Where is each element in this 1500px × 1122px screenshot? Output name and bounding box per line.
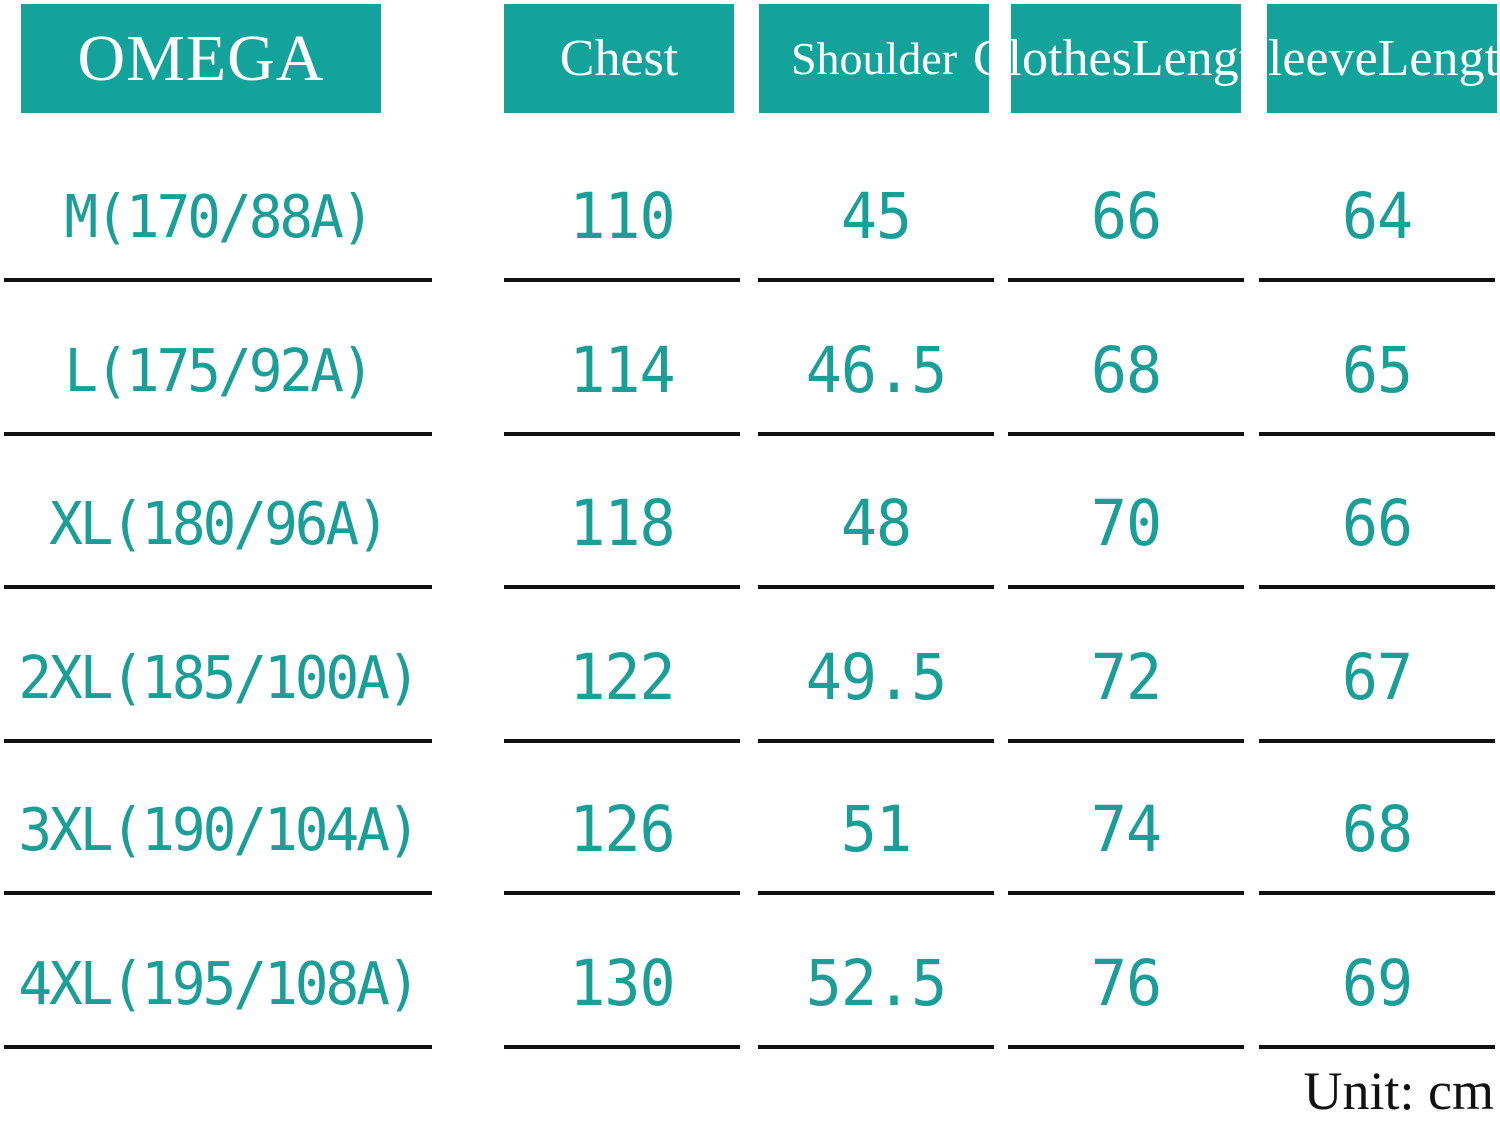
sleeve-length-cell: 67 xyxy=(1341,641,1413,715)
clothes-length-cell: 76 xyxy=(1090,947,1162,1021)
clothes-length-cell: 74 xyxy=(1090,793,1162,867)
row-divider xyxy=(504,278,740,282)
row-divider xyxy=(1259,739,1495,743)
size-cell: 3XL(190/104A) xyxy=(18,795,420,865)
row-divider xyxy=(4,1045,432,1049)
shoulder-cell: 45 xyxy=(840,180,912,254)
unit-label: Unit: cm xyxy=(1303,1061,1494,1121)
shoulder-cell: 48 xyxy=(840,487,912,561)
table-row: L(175/92A) 114 46.5 68 65 xyxy=(0,307,1500,462)
row-divider xyxy=(504,891,740,895)
sleeve-length-cell: 66 xyxy=(1341,487,1413,561)
row-divider xyxy=(504,739,740,743)
row-divider xyxy=(504,585,740,589)
row-divider xyxy=(1008,1045,1244,1049)
row-divider xyxy=(1259,585,1495,589)
row-divider xyxy=(1008,278,1244,282)
row-divider xyxy=(758,278,994,282)
chest-cell: 110 xyxy=(569,180,675,254)
size-cell: M(170/88A) xyxy=(64,182,374,252)
chest-cell: 130 xyxy=(569,947,675,1021)
shoulder-cell: 51 xyxy=(840,793,912,867)
header-sleeve-length: Sleeve Length xyxy=(1239,4,1500,113)
row-divider xyxy=(1008,891,1244,895)
sleeve-length-cell: 68 xyxy=(1341,793,1413,867)
chest-cell: 118 xyxy=(569,487,675,561)
header-clothes-length: Clothes Length xyxy=(973,4,1279,113)
header-sleeve-length-line1: Sleeve xyxy=(1239,29,1378,87)
clothes-length-cell: 68 xyxy=(1090,334,1162,408)
header-sleeve-length-line2: Length xyxy=(1377,29,1500,87)
clothes-length-cell: 70 xyxy=(1090,487,1162,561)
size-cell: XL(180/96A) xyxy=(49,489,390,559)
chest-cell: 126 xyxy=(569,793,675,867)
row-divider xyxy=(758,739,994,743)
row-divider xyxy=(758,432,994,436)
row-divider xyxy=(1008,739,1244,743)
size-cell: L(175/92A) xyxy=(64,336,374,406)
table-row: M(170/88A) 110 45 66 64 xyxy=(0,153,1500,308)
row-divider xyxy=(504,1045,740,1049)
table-row: 4XL(195/108A) 130 52.5 76 69 xyxy=(0,920,1500,1075)
size-cell: 2XL(185/100A) xyxy=(18,643,420,713)
row-divider xyxy=(1259,432,1495,436)
row-divider xyxy=(4,891,432,895)
table-row: 3XL(190/104A) 126 51 74 68 xyxy=(0,766,1500,921)
row-divider xyxy=(758,891,994,895)
row-divider xyxy=(4,739,432,743)
sleeve-length-cell: 69 xyxy=(1341,947,1413,1021)
shoulder-cell: 52.5 xyxy=(805,947,948,1021)
table-row: XL(180/96A) 118 48 70 66 xyxy=(0,460,1500,615)
row-divider xyxy=(4,432,432,436)
header-clothes-length-line2: Length xyxy=(1131,29,1280,87)
chest-cell: 114 xyxy=(569,334,675,408)
row-divider xyxy=(1259,891,1495,895)
clothes-length-cell: 66 xyxy=(1090,180,1162,254)
row-divider xyxy=(4,278,432,282)
clothes-length-cell: 72 xyxy=(1090,641,1162,715)
row-divider xyxy=(4,585,432,589)
sleeve-length-cell: 65 xyxy=(1341,334,1413,408)
row-divider xyxy=(758,585,994,589)
header-shoulder: Shoulder xyxy=(759,4,989,113)
sleeve-length-cell: 64 xyxy=(1341,180,1413,254)
row-divider xyxy=(1259,278,1495,282)
shoulder-cell: 49.5 xyxy=(805,641,948,715)
row-divider xyxy=(1008,432,1244,436)
size-cell: 4XL(195/108A) xyxy=(18,949,420,1019)
table-row: 2XL(185/100A) 122 49.5 72 67 xyxy=(0,614,1500,769)
header-clothes-length-line1: Clothes xyxy=(972,29,1132,87)
chest-cell: 122 xyxy=(569,641,675,715)
shoulder-cell: 46.5 xyxy=(805,334,948,408)
row-divider xyxy=(758,1045,994,1049)
header-chest: Chest xyxy=(504,4,734,113)
row-divider xyxy=(1008,585,1244,589)
brand-header: OMEGA xyxy=(21,4,381,113)
row-divider xyxy=(504,432,740,436)
row-divider xyxy=(1259,1045,1495,1049)
